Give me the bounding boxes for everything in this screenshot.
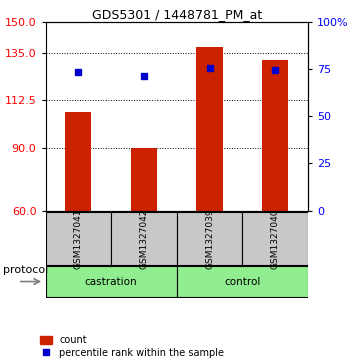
Bar xyxy=(242,212,308,265)
Legend: count, percentile rank within the sample: count, percentile rank within the sample xyxy=(40,335,224,358)
Text: GSM1327039: GSM1327039 xyxy=(205,208,214,269)
Bar xyxy=(177,212,242,265)
Bar xyxy=(111,212,177,265)
Text: castration: castration xyxy=(85,277,138,286)
Text: protocol: protocol xyxy=(4,265,49,276)
Text: GSM1327040: GSM1327040 xyxy=(271,208,280,269)
Bar xyxy=(46,266,177,297)
Title: GDS5301 / 1448781_PM_at: GDS5301 / 1448781_PM_at xyxy=(92,8,262,21)
Text: GSM1327042: GSM1327042 xyxy=(139,208,148,269)
Text: control: control xyxy=(224,277,260,286)
Bar xyxy=(196,47,223,211)
Bar xyxy=(46,212,111,265)
Bar xyxy=(177,266,308,297)
Bar xyxy=(65,112,91,211)
Bar xyxy=(131,148,157,211)
Bar xyxy=(262,60,288,211)
Text: GSM1327041: GSM1327041 xyxy=(74,208,83,269)
